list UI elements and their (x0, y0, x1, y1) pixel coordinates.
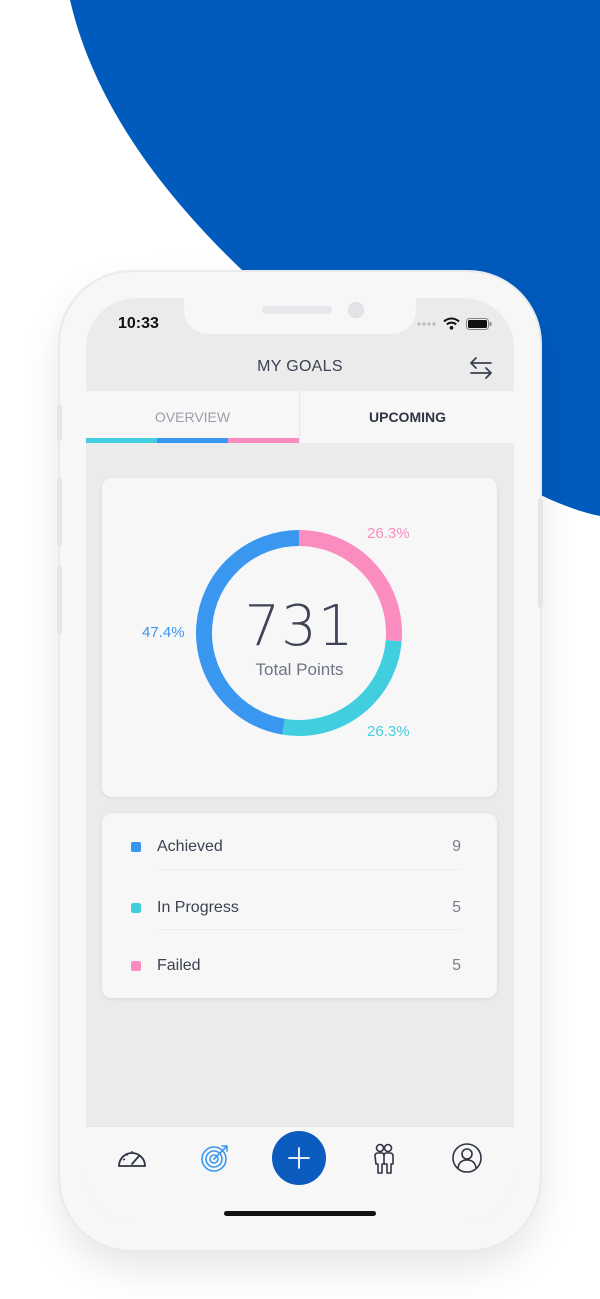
bottom-nav (86, 1126, 514, 1224)
slice-label-failed: 26.3% (367, 525, 410, 542)
status-time: 10:33 (118, 315, 159, 332)
tab-overview[interactable]: OVERVIEW (154, 409, 231, 425)
target-icon[interactable] (198, 1141, 232, 1175)
phone-side-button (57, 405, 62, 441)
battery-icon (466, 317, 492, 330)
legend-card: Achieved 9 In Progress 5 Failed 5 (102, 813, 497, 998)
legend-label: Failed (157, 957, 201, 974)
donut-slice-achieved (196, 530, 300, 735)
add-goal-button[interactable] (272, 1131, 326, 1185)
app-screen: 10:33 MY GOALS OVERVIEW UPCOMING (86, 298, 514, 1224)
slice-label-in-progress: 26.3% (367, 723, 410, 740)
divider (157, 869, 461, 870)
phone-volume-up (57, 478, 62, 546)
add-icon (288, 1147, 310, 1169)
people-icon[interactable] (367, 1141, 401, 1175)
legend-item-failed[interactable]: Failed 5 (102, 937, 497, 996)
divider (157, 929, 461, 930)
swap-arrows-icon[interactable] (466, 354, 496, 382)
total-points-value: 731 (244, 594, 355, 659)
legend-label: Achieved (157, 838, 223, 855)
legend-count: 9 (452, 838, 461, 855)
camera (348, 302, 364, 318)
tab-upcoming[interactable]: UPCOMING (369, 409, 446, 425)
signal-icon (417, 321, 436, 326)
tab-indicator-segment-failed (228, 438, 299, 443)
legend-item-achieved[interactable]: Achieved 9 (102, 818, 497, 877)
wifi-icon (443, 317, 460, 330)
legend-count: 5 (452, 957, 461, 974)
home-indicator (224, 1211, 376, 1216)
legend-dot (131, 903, 141, 913)
legend-item-in-progress[interactable]: In Progress 5 (102, 877, 497, 936)
phone-volume-down (57, 566, 62, 634)
tab-indicator-segment-in-progress (157, 438, 228, 443)
tab-indicator (86, 438, 299, 443)
donut-slice-failed (298, 530, 402, 642)
header: MY GOALS (86, 346, 514, 390)
tab-indicator-segment-achieved (86, 438, 157, 443)
chart-card: 26.3% 47.4% 26.3% 731 Total Points (102, 478, 497, 797)
total-points-label: Total Points (255, 660, 344, 679)
speedometer-icon[interactable] (115, 1141, 149, 1175)
slice-label-achieved: 47.4% (142, 624, 185, 641)
speaker (262, 306, 332, 314)
donut-slice-in-progress (282, 639, 402, 736)
page-title: MY GOALS (257, 358, 343, 375)
status-icons (417, 317, 492, 330)
tab-divider (299, 391, 300, 443)
tab-bar: OVERVIEW UPCOMING (86, 390, 514, 443)
donut-chart (196, 530, 402, 736)
profile-icon[interactable] (450, 1141, 484, 1175)
phone-power-button (538, 498, 543, 608)
notch (184, 298, 416, 334)
legend-dot (131, 842, 141, 852)
legend-dot (131, 961, 141, 971)
legend-label: In Progress (157, 899, 239, 916)
legend-count: 5 (452, 899, 461, 916)
